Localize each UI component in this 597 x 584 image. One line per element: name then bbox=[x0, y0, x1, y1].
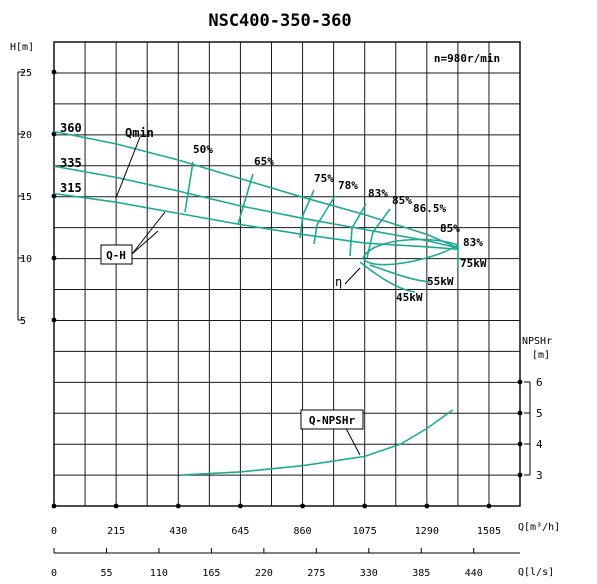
grid bbox=[54, 42, 520, 506]
efficiency-isoline bbox=[349, 203, 367, 257]
efficiency-isoline bbox=[237, 173, 254, 225]
x-axis-m3h-ticks: 0 215 430 645 860 1075 1290 1505 bbox=[51, 503, 501, 537]
x-axis-m3h-tick: 1290 bbox=[415, 526, 439, 537]
power-label-75kw: 75kW bbox=[460, 257, 487, 270]
x-axis-ls-tick: 165 bbox=[202, 568, 220, 579]
leader-line bbox=[344, 267, 361, 285]
x-axis-m3h-tick: 1075 bbox=[353, 526, 377, 537]
series-line-q-npshr bbox=[181, 409, 454, 476]
power-label-55kw: 55kW bbox=[427, 275, 454, 288]
x-tick-dot bbox=[175, 503, 181, 509]
x-axis-m3h-tick: 1505 bbox=[477, 526, 501, 537]
npsh-tick-dot bbox=[517, 410, 523, 416]
npsh-tick-label: 3 bbox=[536, 469, 543, 482]
efficiency-isoline bbox=[313, 195, 336, 245]
x-tick-dot bbox=[300, 503, 305, 509]
x-axis-ls-ticks: 0 55 110 165 220 275 330 385 440 bbox=[51, 548, 520, 579]
qh-label: Q-H bbox=[106, 249, 126, 262]
x-axis-ls-tick: 385 bbox=[412, 568, 430, 579]
x-axis-m3h-tick: 0 bbox=[51, 526, 57, 537]
eff-label-86-5: 86.5% bbox=[413, 202, 446, 215]
power-line-55kw bbox=[369, 264, 431, 283]
head-tick-dot bbox=[51, 193, 57, 199]
x-axis-ls-tick: 55 bbox=[100, 568, 112, 579]
qmin-label: Qmin bbox=[125, 126, 154, 140]
x-tick-dot bbox=[362, 503, 368, 509]
npsh-tick-label: 5 bbox=[536, 407, 543, 420]
leader-line bbox=[131, 230, 159, 255]
eff-label-50: 50% bbox=[193, 143, 213, 156]
chart-title: NSC400-350-360 bbox=[208, 11, 351, 31]
plot-frame bbox=[53, 41, 521, 507]
npsh-tick-dot bbox=[517, 441, 523, 447]
x-axis-ls-tick: 110 bbox=[150, 568, 168, 579]
head-tick-label: 5 bbox=[20, 316, 26, 327]
impeller-label-335: 335 bbox=[60, 156, 82, 170]
efficiency-isoline bbox=[184, 161, 194, 213]
head-tick-dot bbox=[51, 255, 57, 261]
eff-label-85b: 85% bbox=[440, 222, 460, 235]
head-tick-dot bbox=[51, 317, 57, 323]
x-axis-m3h-tick: 215 bbox=[107, 526, 125, 537]
npsh-axis-unit-bottom: [m] bbox=[532, 350, 550, 361]
head-tick-label: 15 bbox=[20, 192, 32, 203]
efficiency-isoline bbox=[299, 189, 315, 239]
power-label-45kw: 45kW bbox=[396, 291, 423, 304]
eff-label-83: 83% bbox=[368, 187, 388, 200]
x-axis-m3h-unit: Q[m³/h] bbox=[518, 522, 560, 533]
efficiency-isoline bbox=[366, 208, 391, 259]
x-tick-dot bbox=[424, 503, 430, 509]
x-axis-ls-tick: 440 bbox=[465, 568, 483, 579]
npsh-axis-ticks: 6 5 4 3 bbox=[517, 376, 543, 482]
eff-label-83b: 83% bbox=[463, 236, 483, 249]
npsh-tick-label: 4 bbox=[536, 438, 543, 451]
npsh-tick-label: 6 bbox=[536, 376, 543, 389]
x-tick-dot bbox=[486, 503, 492, 509]
series-line-315 bbox=[53, 192, 459, 251]
x-axis-m3h-tick: 860 bbox=[294, 526, 312, 537]
x-axis-ls-tick: 0 bbox=[51, 568, 57, 579]
x-axis-ls-tick: 220 bbox=[255, 568, 273, 579]
npsh-axis-unit-top: NPSHr bbox=[522, 336, 552, 347]
x-axis-m3h-tick: 430 bbox=[169, 526, 187, 537]
leader-line bbox=[131, 211, 166, 255]
head-tick-label: 10 bbox=[20, 254, 32, 265]
npsh-label: Q-NPSHr bbox=[309, 414, 356, 427]
x-axis-ls-tick: 275 bbox=[307, 568, 325, 579]
eff-label-78: 78% bbox=[338, 179, 358, 192]
npsh-tick-dot bbox=[517, 379, 523, 385]
power-line-45kw bbox=[359, 261, 416, 293]
x-axis-ls-tick: 330 bbox=[360, 568, 378, 579]
head-axis-unit: H[m] bbox=[10, 42, 34, 53]
head-tick-dot bbox=[51, 131, 57, 137]
speed-label: n=980r/min bbox=[434, 52, 500, 65]
npsh-label-box bbox=[300, 409, 364, 430]
eta-label: η bbox=[335, 275, 342, 289]
x-axis-ls-unit: Q[l/s] bbox=[518, 567, 554, 578]
head-tick-dot bbox=[51, 69, 57, 75]
x-tick-dot bbox=[113, 503, 119, 509]
eff-label-85: 85% bbox=[392, 194, 412, 207]
head-tick-label: 20 bbox=[20, 130, 32, 141]
npsh-tick-dot bbox=[517, 472, 523, 478]
head-tick-label: 25 bbox=[20, 68, 32, 79]
eff-label-75: 75% bbox=[314, 172, 334, 185]
series-line-335 bbox=[53, 165, 459, 249]
x-axis-m3h-tick: 645 bbox=[231, 526, 249, 537]
curves bbox=[53, 130, 459, 476]
head-axis-ticks: 25 20 15 10 5 bbox=[17, 68, 57, 327]
impeller-label-315: 315 bbox=[60, 181, 82, 195]
impeller-label-360: 360 bbox=[60, 121, 82, 135]
qh-label-box bbox=[100, 244, 133, 265]
efficiency-island bbox=[362, 238, 459, 266]
x-tick-dot bbox=[238, 503, 243, 509]
series-line-360 bbox=[53, 130, 459, 249]
eff-label-65: 65% bbox=[254, 155, 274, 168]
leader-line bbox=[115, 136, 141, 199]
x-tick-dot bbox=[51, 503, 57, 509]
